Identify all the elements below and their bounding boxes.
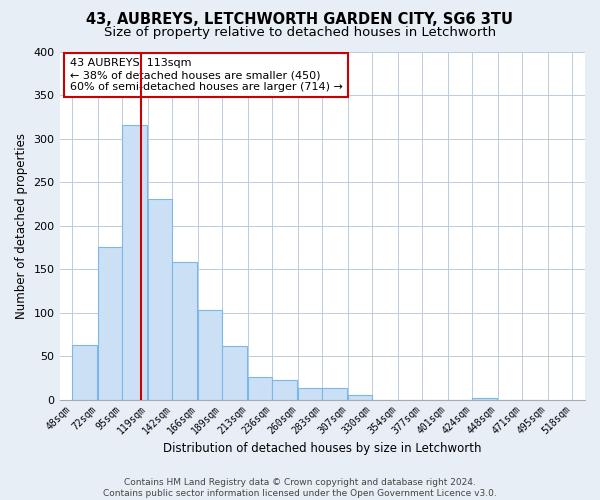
Bar [348, 395, 372, 400]
Y-axis label: Number of detached properties: Number of detached properties [15, 132, 28, 318]
Bar [322, 388, 347, 400]
Bar [223, 346, 247, 400]
Text: Contains HM Land Registry data © Crown copyright and database right 2024.
Contai: Contains HM Land Registry data © Crown c… [103, 478, 497, 498]
Bar [73, 345, 97, 400]
Bar [148, 200, 172, 400]
Text: Size of property relative to detached houses in Letchworth: Size of property relative to detached ho… [104, 26, 496, 39]
X-axis label: Distribution of detached houses by size in Letchworth: Distribution of detached houses by size … [163, 442, 482, 455]
Bar [298, 388, 322, 400]
Bar [272, 380, 296, 400]
Text: 43, AUBREYS, LETCHWORTH GARDEN CITY, SG6 3TU: 43, AUBREYS, LETCHWORTH GARDEN CITY, SG6… [86, 12, 514, 28]
Bar [98, 248, 122, 400]
Bar [198, 310, 222, 400]
Text: 43 AUBREYS: 113sqm
← 38% of detached houses are smaller (450)
60% of semi-detach: 43 AUBREYS: 113sqm ← 38% of detached hou… [70, 58, 343, 92]
Bar [248, 377, 272, 400]
Bar [122, 126, 146, 400]
Bar [172, 262, 197, 400]
Bar [472, 398, 497, 400]
